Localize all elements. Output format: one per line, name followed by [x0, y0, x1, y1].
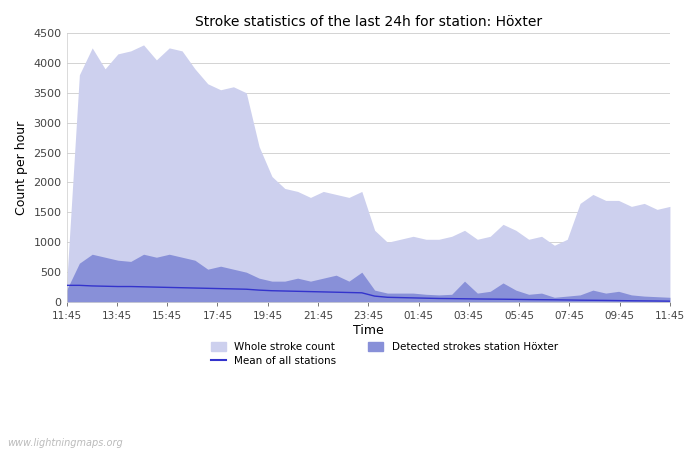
Y-axis label: Count per hour: Count per hour	[15, 121, 28, 215]
Text: www.lightningmaps.org: www.lightningmaps.org	[7, 438, 122, 448]
Legend: Whole stroke count, Mean of all stations, Detected strokes station Höxter: Whole stroke count, Mean of all stations…	[211, 342, 558, 366]
X-axis label: Time: Time	[353, 324, 384, 337]
Title: Stroke statistics of the last 24h for station: Höxter: Stroke statistics of the last 24h for st…	[195, 15, 542, 29]
